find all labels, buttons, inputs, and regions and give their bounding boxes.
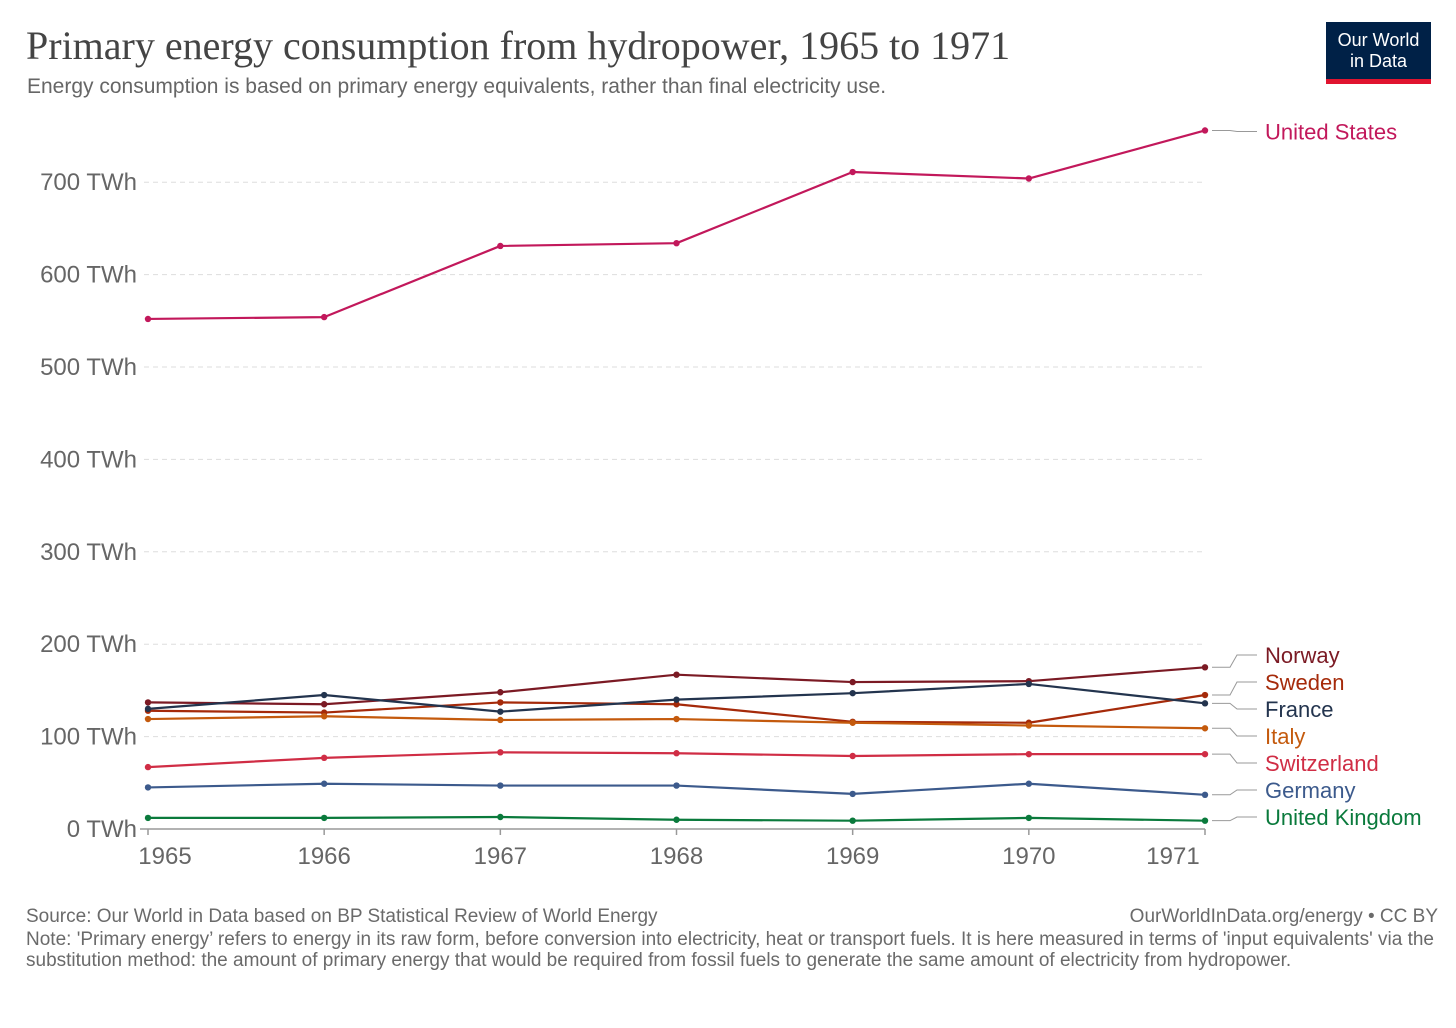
series-label: France [1265, 697, 1333, 722]
y-tick-label: 700 TWh [40, 169, 137, 196]
x-tick-label: 1970 [1002, 843, 1055, 870]
data-point [673, 701, 680, 708]
data-point [320, 701, 328, 708]
data-point [673, 239, 680, 247]
data-point [1201, 700, 1209, 707]
data-point [497, 242, 504, 250]
data-point [497, 689, 504, 696]
chart-subtitle: Energy consumption is based on primary e… [27, 75, 887, 98]
data-point [320, 691, 328, 699]
x-tick-label: 1971 [1146, 843, 1199, 870]
data-point [320, 780, 328, 787]
data-point [673, 715, 680, 723]
logo-line-2: in Data [1349, 51, 1408, 71]
series-label: Germany [1265, 778, 1355, 803]
note-text: Note: 'Primary energy’ refers to energy … [26, 928, 1435, 972]
data-point [497, 813, 504, 821]
data-point [497, 782, 504, 789]
series-line [147, 129, 1206, 321]
y-tick-label: 0 TWh [67, 816, 137, 843]
data-point [144, 814, 152, 822]
y-tick-label: 600 TWh [40, 262, 137, 289]
series-label: United States [1265, 119, 1397, 144]
label-connector [1212, 702, 1257, 710]
series-label: Switzerland [1265, 751, 1379, 776]
data-point [497, 699, 504, 706]
label-connector [1212, 789, 1257, 796]
data-point [1025, 780, 1033, 787]
data-point [673, 782, 680, 789]
data-point [144, 715, 152, 723]
y-tick-label: 200 TWh [40, 631, 137, 658]
label-connector [1212, 727, 1257, 737]
data-point [1201, 817, 1209, 824]
data-point [320, 814, 328, 822]
series-label: Sweden [1265, 670, 1345, 695]
line-chart: 0 TWh 100 TWh 200 TWh 300 TWh 400 TWh 500 TWh… [40, 119, 1422, 870]
data-point [849, 817, 856, 824]
data-point [320, 313, 328, 321]
x-tick-label: 1966 [297, 843, 350, 870]
y-tick-label: 500 TWh [40, 354, 137, 381]
owid-logo[interactable]: Our World in Data [1326, 22, 1431, 84]
y-tick-label: 300 TWh [40, 539, 137, 566]
series-label: Norway [1265, 643, 1340, 668]
data-point [1201, 664, 1209, 671]
data-point [497, 716, 504, 724]
y-tick-label: 100 TWh [40, 724, 137, 751]
x-tick-label: 1967 [474, 843, 527, 870]
data-point [144, 763, 152, 771]
data-point [497, 749, 504, 756]
label-connector [1212, 654, 1257, 668]
data-point [673, 671, 680, 678]
x-tick-label: 1965 [138, 843, 191, 870]
source-text: Source: Our World in Data based on BP St… [26, 906, 658, 927]
data-point [1025, 750, 1033, 758]
data-point [144, 699, 152, 706]
data-point [1201, 750, 1209, 758]
data-point [144, 705, 152, 713]
data-point [1201, 127, 1209, 134]
label-connector [1212, 753, 1257, 764]
data-point [1025, 814, 1033, 822]
data-point [1201, 691, 1209, 699]
label-connector [1212, 816, 1257, 822]
data-point [849, 168, 856, 176]
data-point [144, 784, 152, 791]
data-point [849, 689, 856, 697]
data-point [1025, 175, 1033, 182]
data-point [320, 713, 328, 720]
data-point [849, 719, 856, 726]
y-tick-label: 400 TWh [40, 446, 137, 473]
data-point [849, 790, 856, 798]
data-point [1025, 680, 1033, 688]
x-tick-label: 1968 [650, 843, 703, 870]
data-point [673, 696, 680, 703]
label-connector [1212, 681, 1257, 696]
source-link[interactable]: OurWorldInData.org/energy • CC BY [1129, 906, 1438, 927]
data-point [1025, 722, 1033, 729]
data-point [1201, 791, 1209, 799]
data-point [1201, 725, 1209, 732]
logo-line-1: Our World [1337, 30, 1420, 50]
data-point [849, 678, 856, 686]
chart-footer: Source: Our World in Data based on BP St… [26, 906, 1438, 972]
x-tick-label: 1969 [826, 843, 879, 870]
series-label: United Kingdom [1265, 805, 1422, 830]
data-point [673, 816, 680, 823]
data-point [673, 750, 680, 757]
series-label: Italy [1265, 724, 1305, 749]
chart-title: Primary energy consumption from hydropow… [26, 23, 1011, 68]
data-point [144, 315, 152, 323]
data-point [320, 754, 328, 762]
label-connector [1212, 129, 1257, 132]
data-point [497, 708, 504, 715]
data-point [849, 752, 856, 760]
